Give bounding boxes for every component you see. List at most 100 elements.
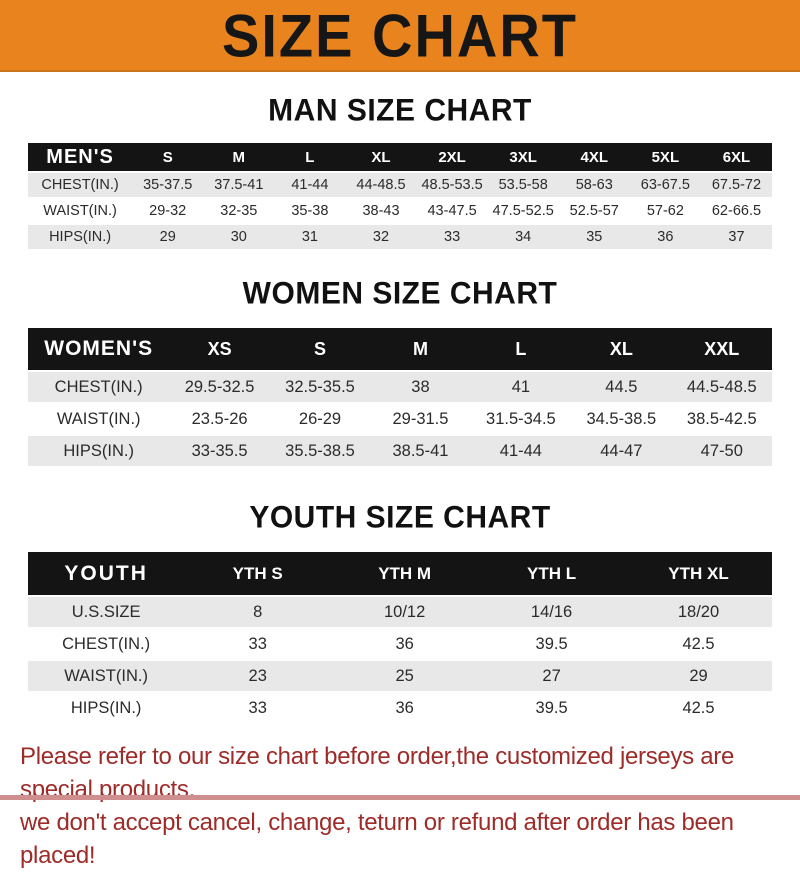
men-value-cell: 32-35 — [203, 199, 275, 223]
women-size-column-header: XXL — [671, 328, 772, 370]
youth-value-cell: 29 — [625, 661, 772, 691]
women-value-cell: 41 — [470, 372, 572, 402]
women-value-cell: 47-50 — [671, 436, 772, 466]
youth-value-cell: 36 — [331, 693, 479, 723]
women-value-cell: 29.5-32.5 — [169, 372, 270, 402]
women-size-column-header: L — [470, 328, 572, 370]
youth-measurement-row: HIPS(IN.) 33 36 39.5 42.5 — [28, 693, 772, 723]
men-size-column-header: M — [203, 143, 275, 171]
women-row-label: WAIST(IN.) — [28, 404, 170, 434]
youth-row-label: WAIST(IN.) — [28, 661, 185, 691]
women-size-column-header: M — [370, 328, 471, 370]
women-header-row: WOMEN'S XS S M L XL XXL — [28, 328, 772, 370]
youth-value-cell: 10/12 — [331, 597, 479, 627]
youth-value-cell: 25 — [331, 661, 479, 691]
youth-size-column-header: YTH S — [184, 552, 332, 595]
men-value-cell: 57-62 — [629, 199, 701, 223]
disclaimer-line-1: Please refer to our size chart before or… — [20, 743, 735, 803]
men-size-section: MAN SIZE CHART MEN'S S M L XL 2XL 3XL 4XL 5XL 6XL… — [0, 93, 800, 251]
women-measurement-row: WAIST(IN.) 23.5-26 26-29 29-31.5 31.5-34.5 34… — [28, 404, 772, 434]
women-row-label: CHEST(IN.) — [28, 372, 170, 402]
men-size-column-header: S — [132, 143, 204, 171]
women-size-table: WOMEN'S XS S M L XL XXL CHEST(IN.) 29.5-32.5 32.5… — [28, 326, 772, 468]
women-value-cell: 44.5-48.5 — [671, 372, 772, 402]
youth-value-cell: 14/16 — [478, 597, 626, 627]
men-value-cell: 29-32 — [132, 199, 204, 223]
men-value-cell: 33 — [416, 225, 488, 249]
youth-value-cell: 27 — [478, 661, 626, 691]
men-size-column-header: 5XL — [629, 143, 701, 171]
men-measurement-row: WAIST(IN.) 29-32 32-35 35-38 38-43 43-47.5 47.… — [28, 199, 772, 223]
men-value-cell: 43-47.5 — [416, 199, 488, 223]
youth-value-cell: 8 — [184, 597, 332, 627]
youth-value-cell: 39.5 — [478, 629, 626, 659]
youth-value-cell: 33 — [184, 693, 332, 723]
women-value-cell: 26-29 — [269, 404, 371, 434]
men-header-row: MEN'S S M L XL 2XL 3XL 4XL 5XL 6XL — [28, 143, 772, 171]
page-title: SIZE CHART — [222, 0, 578, 70]
youth-size-column-header: YTH M — [331, 552, 479, 595]
men-value-cell: 37 — [700, 225, 772, 249]
men-size-column-header: 4XL — [558, 143, 630, 171]
men-value-cell: 31 — [274, 225, 346, 249]
women-value-cell: 38.5-42.5 — [671, 404, 772, 434]
men-value-cell: 53.5-58 — [487, 173, 559, 197]
youth-measurement-row: WAIST(IN.) 23 25 27 29 — [28, 661, 772, 691]
men-value-cell: 30 — [203, 225, 275, 249]
women-value-cell: 34.5-38.5 — [571, 404, 672, 434]
men-size-column-header: 6XL — [700, 143, 772, 171]
women-value-cell: 38 — [370, 372, 471, 402]
women-value-cell: 33-35.5 — [169, 436, 270, 466]
women-measurement-row: HIPS(IN.) 33-35.5 35.5-38.5 38.5-41 41-44 44-… — [28, 436, 772, 466]
men-value-cell: 34 — [487, 225, 559, 249]
youth-measurement-row: U.S.SIZE 8 10/12 14/16 18/20 — [28, 597, 772, 627]
men-value-cell: 63-67.5 — [629, 173, 701, 197]
men-value-cell: 35-38 — [274, 199, 346, 223]
youth-header-row: YOUTH YTH S YTH M YTH L YTH XL — [28, 552, 772, 595]
youth-size-section: YOUTH SIZE CHART YOUTH YTH S YTH M YTH L YTH… — [0, 500, 800, 725]
size-chart-banner: SIZE CHART — [0, 0, 800, 72]
men-size-column-header: XL — [345, 143, 417, 171]
women-size-column-header: S — [269, 328, 371, 370]
youth-value-cell: 36 — [331, 629, 479, 659]
women-value-cell: 32.5-35.5 — [269, 372, 371, 402]
women-size-section: WOMEN SIZE CHART WOMEN'S XS S M L XL XXL CHEST(… — [0, 276, 800, 468]
men-value-cell: 37.5-41 — [203, 173, 275, 197]
men-value-cell: 67.5-72 — [700, 173, 772, 197]
women-size-column-header: XS — [169, 328, 270, 370]
youth-size-column-header: YTH XL — [625, 552, 772, 595]
youth-row-label: U.S.SIZE — [28, 597, 185, 627]
men-value-cell: 35-37.5 — [132, 173, 204, 197]
men-size-column-header: L — [274, 143, 346, 171]
women-value-cell: 38.5-41 — [370, 436, 471, 466]
youth-value-cell: 39.5 — [478, 693, 626, 723]
men-value-cell: 47.5-52.5 — [487, 199, 559, 223]
youth-measurement-row: CHEST(IN.) 33 36 39.5 42.5 — [28, 629, 772, 659]
men-measurement-row: HIPS(IN.) 29 30 31 32 33 34 35 36 37 — [28, 225, 772, 249]
disclaimer-line-2: we don't accept cancel, change, teturn o… — [20, 809, 734, 869]
women-value-cell: 44.5 — [571, 372, 672, 402]
youth-size-column-header: YTH L — [478, 552, 626, 595]
youth-row-label: HIPS(IN.) — [28, 693, 185, 723]
youth-value-cell: 18/20 — [625, 597, 772, 627]
men-value-cell: 38-43 — [345, 199, 417, 223]
men-value-cell: 32 — [345, 225, 417, 249]
men-row-label: WAIST(IN.) — [28, 199, 133, 223]
youth-value-cell: 42.5 — [625, 629, 772, 659]
men-table-label: MEN'S — [28, 143, 133, 171]
men-size-table: MEN'S S M L XL 2XL 3XL 4XL 5XL 6XL CHEST(IN.) 35-37… — [28, 141, 772, 251]
men-value-cell: 35 — [558, 225, 630, 249]
women-value-cell: 31.5-34.5 — [470, 404, 572, 434]
youth-table-label: YOUTH — [28, 552, 185, 595]
women-value-cell: 23.5-26 — [169, 404, 270, 434]
men-value-cell: 44-48.5 — [345, 173, 417, 197]
youth-section-title: YOUTH SIZE CHART — [249, 500, 551, 535]
order-disclaimer: Please refer to our size chart before or… — [0, 740, 800, 872]
women-measurement-row: CHEST(IN.) 29.5-32.5 32.5-35.5 38 41 44.5 44.5… — [28, 372, 772, 402]
women-table-label: WOMEN'S — [28, 328, 170, 370]
men-value-cell: 29 — [132, 225, 204, 249]
men-row-label: CHEST(IN.) — [28, 173, 133, 197]
women-size-column-header: XL — [571, 328, 672, 370]
men-size-column-header: 3XL — [487, 143, 559, 171]
